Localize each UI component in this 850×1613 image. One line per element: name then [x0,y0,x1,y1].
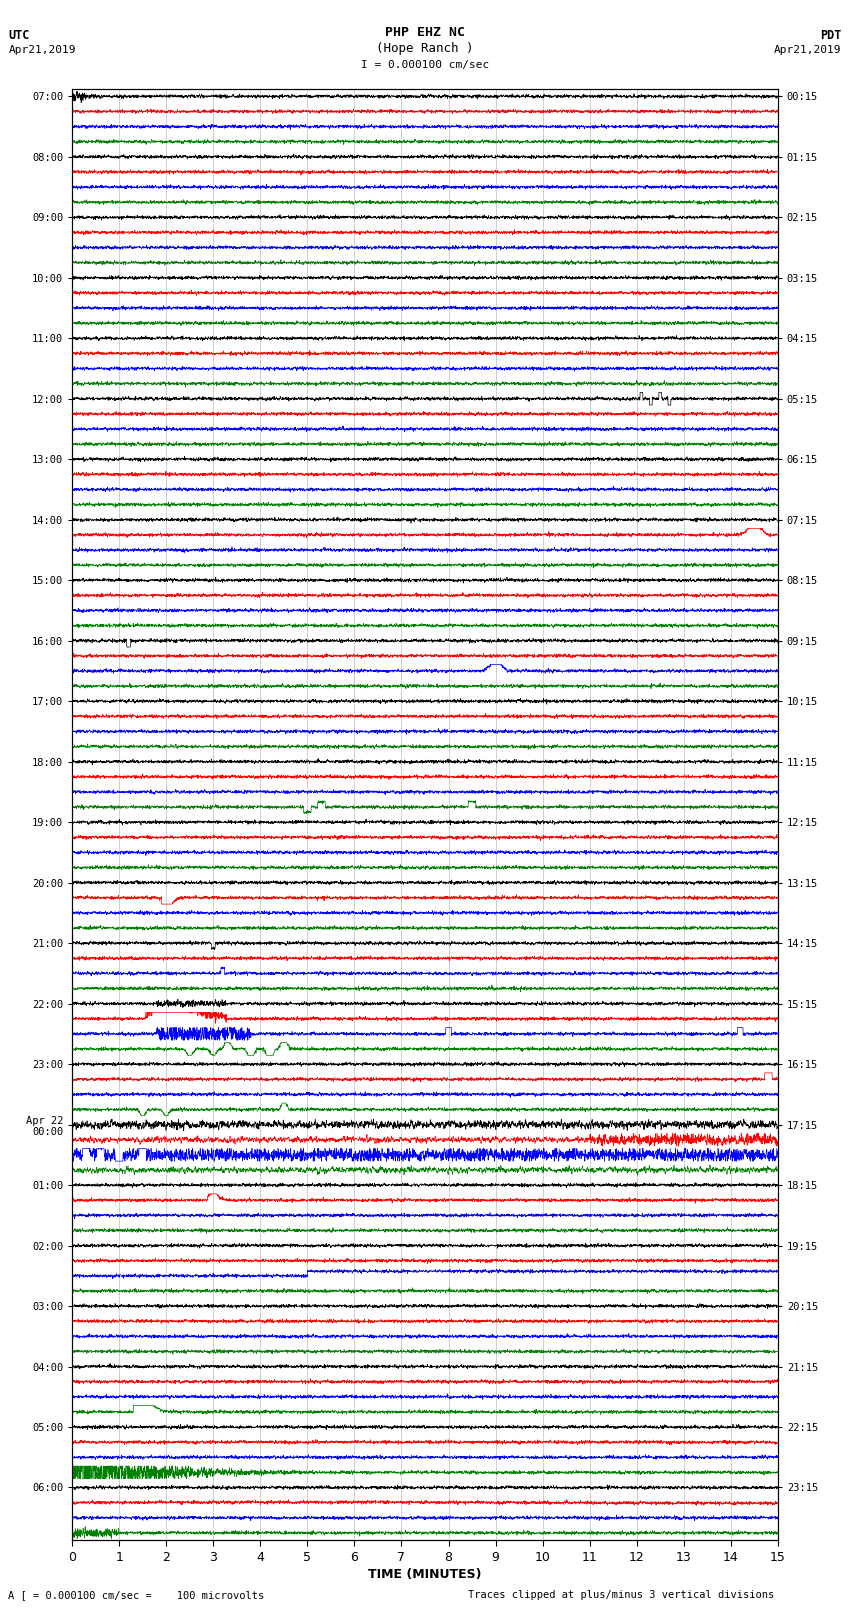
Text: UTC: UTC [8,29,30,42]
Text: Apr21,2019: Apr21,2019 [8,45,76,55]
X-axis label: TIME (MINUTES): TIME (MINUTES) [368,1568,482,1581]
Text: PDT: PDT [820,29,842,42]
Text: I = 0.000100 cm/sec: I = 0.000100 cm/sec [361,60,489,69]
Text: (Hope Ranch ): (Hope Ranch ) [377,42,473,55]
Text: PHP EHZ NC: PHP EHZ NC [385,26,465,39]
Text: Traces clipped at plus/minus 3 vertical divisions: Traces clipped at plus/minus 3 vertical … [468,1590,774,1600]
Text: Apr21,2019: Apr21,2019 [774,45,842,55]
Text: A [ = 0.000100 cm/sec =    100 microvolts: A [ = 0.000100 cm/sec = 100 microvolts [8,1590,264,1600]
